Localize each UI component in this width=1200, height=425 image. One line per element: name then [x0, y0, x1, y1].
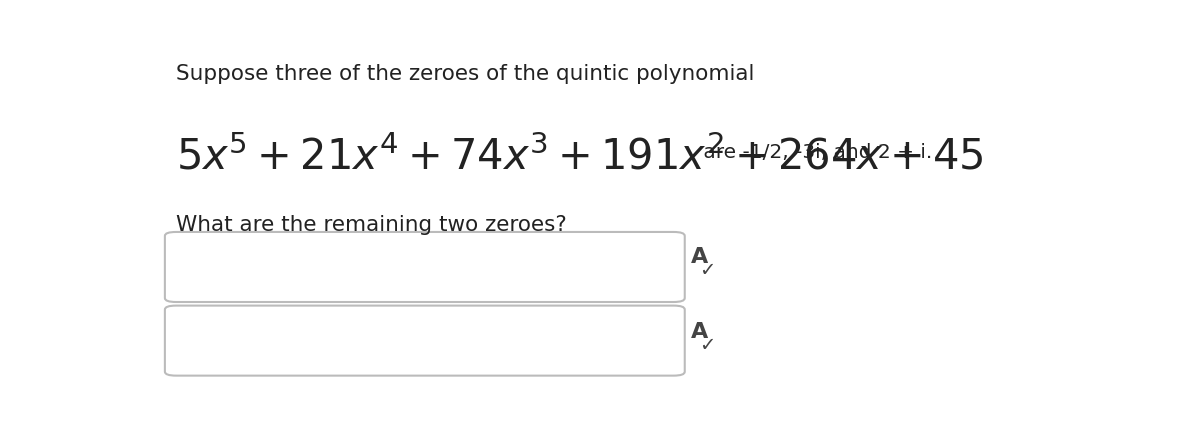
Text: $5x^5 + 21x^4 + 74x^3 + 191x^2 + 264x + 45$: $5x^5 + 21x^4 + 74x^3 + 191x^2 + 264x + …	[176, 136, 984, 178]
Text: A: A	[691, 247, 708, 267]
Text: Suppose three of the zeroes of the quintic polynomial: Suppose three of the zeroes of the quint…	[176, 64, 755, 84]
Text: are -1/2, -3i, and 2 + i.: are -1/2, -3i, and 2 + i.	[697, 143, 932, 162]
Text: A: A	[691, 323, 708, 343]
FancyBboxPatch shape	[164, 306, 685, 376]
Text: What are the remaining two zeroes?: What are the remaining two zeroes?	[176, 215, 566, 235]
Text: ✓: ✓	[698, 261, 715, 280]
Text: ✓: ✓	[698, 336, 715, 355]
FancyBboxPatch shape	[164, 232, 685, 302]
